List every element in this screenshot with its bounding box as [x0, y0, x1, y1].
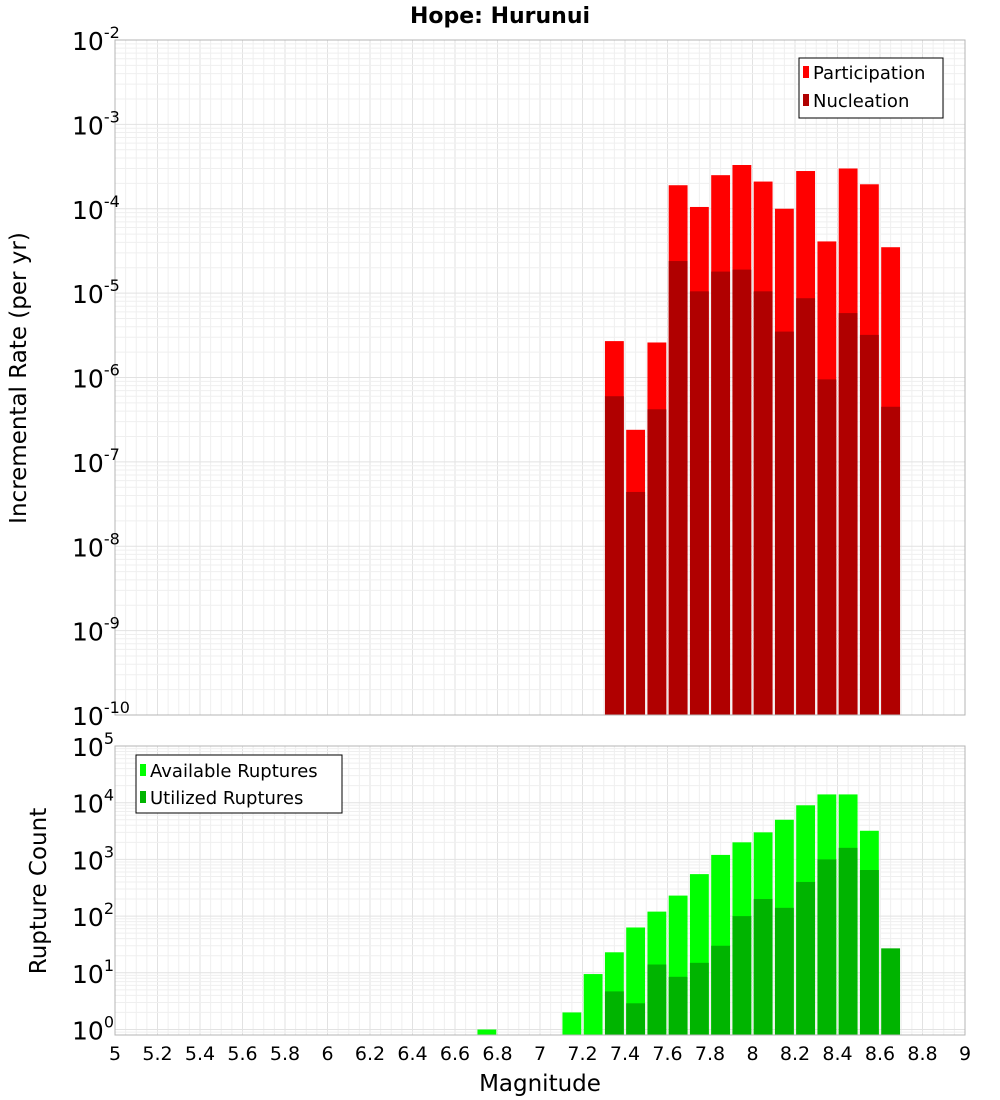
x-tick-label: 8.2 [780, 1043, 810, 1065]
count-bar-series2 [881, 948, 901, 1035]
rate-y-tick-label: 10-9 [72, 614, 120, 647]
rate-bar-series2 [881, 406, 901, 715]
count-legend-box [135, 754, 343, 814]
x-tick-label: 6.6 [440, 1043, 470, 1065]
rate-y-tick-label: 10-5 [72, 276, 120, 309]
x-tick-label: 5.6 [227, 1043, 257, 1065]
x-tick-label: 5.4 [185, 1043, 215, 1065]
x-tick-labels: 5 5.2 5.4 5.6 5.8 6 6.2 6.4 6.6 6.8 7 7.2 7.4 7.6 7.8 8… [109, 1043, 971, 1065]
x-tick-label: 5.2 [142, 1043, 172, 1065]
count-bar-series2 [774, 907, 794, 1035]
x-tick-label: 7.2 [567, 1043, 597, 1065]
legend-swatch-available [140, 764, 146, 776]
count-bar-series2 [838, 847, 858, 1035]
x-tick-label: 5 [109, 1043, 121, 1065]
rate-legend-box [798, 57, 944, 119]
rate-bar-series2 [774, 331, 794, 715]
rate-bar-series2 [689, 291, 709, 715]
rate-bars [604, 165, 901, 716]
legend-label-participation: Participation [813, 63, 925, 84]
count-bar-series2 [689, 962, 709, 1035]
x-tick-label: 6 [321, 1043, 333, 1065]
count-y-tick-label: 101 [72, 956, 114, 989]
x-axis-label: Magnitude [479, 1071, 601, 1097]
rate-y-tick-label: 10-3 [72, 107, 120, 140]
rate-bar-series2 [796, 298, 816, 715]
rate-bar-series2 [753, 291, 773, 715]
count-bar-series1 [562, 1012, 582, 1035]
x-tick-label: 8.8 [907, 1043, 937, 1065]
rate-y-tick-label: 10-2 [72, 23, 120, 56]
rate-bar-series2 [838, 313, 858, 715]
count-y-tick-label: 105 [72, 729, 114, 762]
count-bar-series2 [753, 899, 773, 1035]
rate-y-tick-label: 10-10 [72, 698, 130, 731]
count-bar-series2 [796, 881, 816, 1035]
legend-label-nucleation: Nucleation [813, 91, 909, 112]
rate-y-axis-label: Incremental Rate (per yr) [6, 232, 32, 524]
count-y-tick-label: 100 [72, 1013, 114, 1046]
rate-bar-series2 [604, 396, 624, 715]
count-legend: Available Ruptures Utilized Ruptures [135, 754, 343, 814]
x-tick-label: 8.6 [865, 1043, 895, 1065]
x-tick-label: 8.4 [822, 1043, 852, 1065]
count-y-tick-label: 102 [72, 899, 114, 932]
x-tick-label: 6.8 [482, 1043, 512, 1065]
x-tick-label: 5.8 [270, 1043, 300, 1065]
count-y-tick-label: 103 [72, 842, 114, 875]
count-y-axis-label: Rupture Count [26, 808, 52, 974]
x-tick-label: 7.4 [610, 1043, 640, 1065]
rate-y-ticks: 10-10 10-9 10-8 10-7 10-6 10-5 10-4 10-3 10-2 [72, 23, 130, 731]
rate-gridlines [114, 39, 966, 716]
rate-panel: 10-10 10-9 10-8 10-7 10-6 10-5 10-4 10-3 10-2 In… [6, 23, 966, 731]
count-bar-series1 [477, 1029, 497, 1035]
rate-bar-series2 [668, 261, 688, 715]
count-panel: 100 101 102 103 104 105 5 5.2 5.4 5.6 5.8 6 6.2 6.4 6… [26, 729, 971, 1097]
count-bar-series2 [668, 976, 688, 1035]
x-tick-label: 6.2 [355, 1043, 385, 1065]
rate-bar-series2 [626, 491, 646, 715]
count-bar-series2 [817, 859, 837, 1035]
chart-title: Hope: Hurunui [410, 4, 590, 29]
legend-swatch-participation [803, 66, 809, 78]
x-tick-label: 6.4 [397, 1043, 427, 1065]
count-y-ticks: 100 101 102 103 104 105 [72, 729, 114, 1046]
rate-bar-series2 [817, 379, 837, 715]
legend-label-available: Available Ruptures [150, 761, 318, 782]
x-tick-label: 7.8 [695, 1043, 725, 1065]
rate-legend: Participation Nucleation [798, 57, 944, 119]
count-bar-series2 [604, 991, 624, 1035]
rate-bar-series2 [732, 269, 752, 715]
count-y-tick-label: 104 [72, 786, 114, 819]
legend-label-utilized: Utilized Ruptures [150, 788, 303, 809]
rate-y-tick-label: 10-7 [72, 445, 120, 478]
legend-swatch-nucleation [803, 94, 809, 106]
count-bar-series2 [711, 945, 731, 1035]
rate-y-tick-label: 10-4 [72, 192, 120, 225]
count-bar-series2 [732, 916, 752, 1035]
legend-swatch-utilized [140, 791, 146, 803]
count-plot-frame [114, 745, 966, 1036]
x-tick-label: 7.6 [652, 1043, 682, 1065]
count-bars [477, 794, 901, 1035]
count-bar-series2 [859, 870, 879, 1035]
rate-y-tick-label: 10-8 [72, 529, 120, 562]
rate-plot-frame [114, 39, 966, 716]
count-bar-series2 [626, 1003, 646, 1035]
rate-bar-series2 [647, 409, 667, 715]
x-tick-label: 8 [746, 1043, 758, 1065]
count-bar-series1 [583, 974, 603, 1035]
rate-y-tick-label: 10-6 [72, 361, 120, 394]
x-tick-label: 7 [534, 1043, 546, 1065]
count-bar-series2 [647, 964, 667, 1035]
x-tick-label: 9 [959, 1043, 971, 1065]
rate-bar-series2 [711, 271, 731, 715]
rate-bar-series2 [859, 334, 879, 715]
